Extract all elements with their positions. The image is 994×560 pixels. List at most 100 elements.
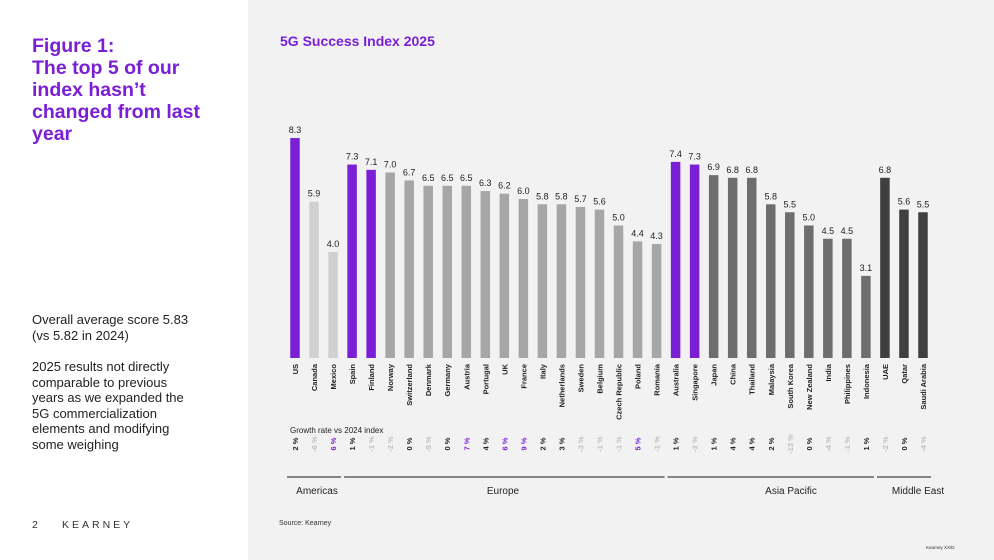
source-note: Source: Kearney bbox=[279, 520, 332, 527]
category-label: Netherlands bbox=[557, 364, 566, 407]
growth-label: -2 % bbox=[691, 436, 700, 452]
bar-us bbox=[290, 138, 300, 358]
bar-chart: 8.3 US 2 % 5.9 Canada -6 % 4.0 Mexico 6 % 7.3 Spai… bbox=[287, 125, 944, 497]
region-label: Middle East bbox=[892, 486, 944, 497]
data-label: 8.3 bbox=[289, 125, 302, 135]
data-label: 4.5 bbox=[822, 226, 835, 236]
bar-denmark bbox=[423, 185, 433, 358]
data-label: 4.4 bbox=[631, 228, 644, 238]
growth-label: -2 % bbox=[386, 436, 395, 452]
data-label: 5.0 bbox=[803, 213, 816, 223]
growth-label: 1 % bbox=[710, 437, 719, 450]
category-label: Indonesia bbox=[862, 363, 871, 399]
data-label: 7.1 bbox=[365, 157, 378, 167]
growth-label: -2 % bbox=[881, 436, 890, 452]
category-label: New Zealand bbox=[805, 364, 814, 410]
bar-indonesia bbox=[861, 275, 871, 358]
bar-czech-republic bbox=[613, 225, 624, 358]
growth-label: 6 % bbox=[500, 437, 509, 450]
bar-belgium bbox=[594, 209, 605, 358]
category-label: India bbox=[824, 363, 833, 381]
data-label: 7.4 bbox=[669, 149, 682, 159]
bar-uae bbox=[880, 177, 890, 358]
bar-finland bbox=[366, 169, 376, 358]
growth-label: 3 % bbox=[557, 437, 566, 450]
note-line: Overall average score 5.83 bbox=[32, 312, 189, 327]
data-label: 5.5 bbox=[917, 199, 930, 209]
category-label: Japan bbox=[710, 364, 719, 386]
credit-note: Kearney XX/D bbox=[926, 545, 955, 550]
data-label: 5.8 bbox=[555, 191, 568, 201]
data-label: 5.6 bbox=[898, 197, 911, 207]
bar-poland bbox=[632, 241, 643, 358]
category-label: Mexico bbox=[329, 364, 338, 390]
data-label: 5.5 bbox=[784, 199, 797, 209]
bar-switzerland bbox=[404, 180, 414, 358]
category-label: Austria bbox=[462, 363, 471, 390]
growth-label: 2 % bbox=[291, 437, 300, 450]
region-label: Asia Pacific bbox=[765, 486, 817, 497]
category-label: Germany bbox=[443, 363, 452, 396]
growth-label: 1 % bbox=[862, 437, 871, 450]
growth-label: -4 % bbox=[824, 436, 833, 452]
note-line: 5G commercialization bbox=[32, 405, 157, 421]
bar-uk bbox=[499, 193, 510, 358]
growth-label: 0 % bbox=[443, 437, 452, 450]
note-line: comparable to previous bbox=[32, 374, 168, 390]
data-label: 3.1 bbox=[860, 263, 873, 273]
category-label: Switzerland bbox=[405, 364, 414, 406]
bar-qatar bbox=[899, 209, 909, 358]
growth-label: 0 % bbox=[805, 437, 814, 450]
growth-label: -4 % bbox=[919, 436, 928, 452]
note-line: (vs 5.82 in 2024) bbox=[32, 327, 129, 343]
data-label: 5.6 bbox=[593, 197, 606, 207]
growth-label: -13 % bbox=[786, 434, 795, 454]
bar-canada bbox=[309, 201, 319, 358]
comparability-note: 2025 results not directly comparable to … bbox=[32, 359, 232, 452]
growth-label: -1 % bbox=[367, 436, 376, 452]
data-label: 5.0 bbox=[612, 213, 625, 223]
left-panel bbox=[0, 0, 248, 560]
bar-austria bbox=[461, 185, 472, 358]
growth-label: 4 % bbox=[748, 437, 757, 450]
category-label: Canada bbox=[310, 363, 319, 391]
data-label: 5.9 bbox=[308, 189, 321, 199]
category-label: UK bbox=[500, 363, 509, 374]
growth-label: -5 % bbox=[424, 436, 433, 452]
bar-romania bbox=[651, 244, 662, 358]
category-label: Denmark bbox=[424, 363, 433, 396]
growth-label: -1 % bbox=[615, 436, 624, 452]
bar-india bbox=[823, 238, 833, 358]
category-label: Czech Republic bbox=[615, 364, 624, 420]
growth-label: 5 % bbox=[634, 437, 643, 450]
data-label: 6.9 bbox=[707, 162, 720, 172]
growth-label: 0 % bbox=[900, 437, 909, 450]
growth-label: 2 % bbox=[538, 437, 547, 450]
growth-label: -1 % bbox=[653, 436, 662, 452]
data-label: 7.3 bbox=[688, 152, 701, 162]
note-line: elements and modifying bbox=[32, 421, 170, 436]
growth-label: 1 % bbox=[672, 437, 681, 450]
bar-china bbox=[727, 177, 738, 358]
growth-label: 0 % bbox=[405, 437, 414, 450]
data-label: 6.5 bbox=[441, 173, 454, 183]
figure-title-line: year bbox=[32, 123, 73, 145]
category-label: France bbox=[519, 364, 528, 389]
data-label: 6.5 bbox=[460, 173, 473, 183]
bar-netherlands bbox=[556, 204, 567, 358]
growth-label: -1 % bbox=[843, 436, 852, 452]
average-score-note: Overall average score 5.83 (vs 5.82 in 2… bbox=[32, 312, 232, 343]
category-label: Saudi Arabia bbox=[919, 363, 928, 409]
bar-portugal bbox=[480, 191, 491, 358]
bar-norway bbox=[385, 172, 395, 358]
figure-title-line: changed from last bbox=[32, 101, 200, 123]
data-label: 5.7 bbox=[574, 194, 587, 204]
category-label: Australia bbox=[672, 363, 681, 396]
data-label: 4.3 bbox=[650, 231, 663, 241]
growth-label: 4 % bbox=[481, 437, 490, 450]
data-label: 6.8 bbox=[745, 165, 758, 175]
data-label: 4.0 bbox=[327, 239, 340, 249]
growth-label: -3 % bbox=[576, 436, 585, 452]
bar-france bbox=[518, 199, 529, 358]
data-label: 6.0 bbox=[517, 186, 530, 196]
